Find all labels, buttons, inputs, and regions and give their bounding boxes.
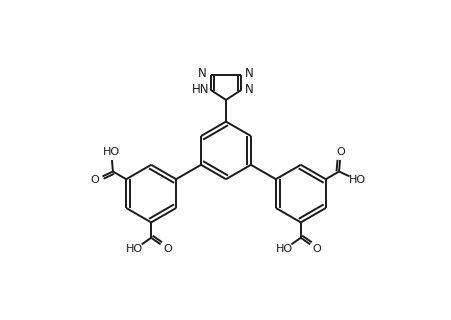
Text: O: O [336, 147, 345, 157]
Text: N: N [245, 83, 253, 96]
Text: HO: HO [348, 175, 365, 185]
Text: O: O [312, 244, 321, 254]
Text: O: O [90, 175, 99, 185]
Text: N: N [198, 67, 206, 80]
Text: HN: HN [191, 83, 209, 96]
Text: HO: HO [102, 147, 120, 157]
Text: HO: HO [126, 244, 143, 254]
Text: HO: HO [276, 244, 293, 254]
Text: N: N [245, 67, 253, 80]
Text: O: O [163, 244, 171, 254]
